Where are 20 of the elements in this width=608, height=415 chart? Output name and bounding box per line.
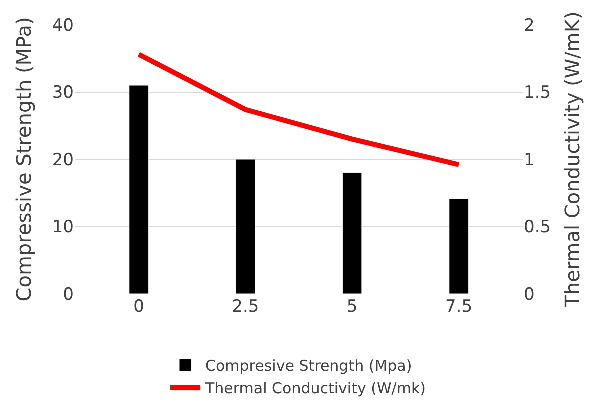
x-tick-label: 5	[346, 297, 358, 317]
bar	[236, 159, 256, 294]
x-tick-label: 7.5	[445, 297, 473, 317]
bar	[449, 198, 469, 294]
bar	[342, 172, 362, 294]
legend-label: Compresive Strength (Mpa)	[206, 357, 412, 376]
y2-tick-label: 2	[524, 16, 535, 36]
x-tick-label: 0	[134, 297, 144, 317]
y2-tick-label: 0.5	[524, 218, 552, 238]
legend-label: Thermal Conductivity (W/mk)	[204, 380, 426, 398]
y2-axis-title: Thermal Conductivity (W/mK)	[560, 12, 585, 308]
x-tick-label: 2.5	[232, 297, 260, 317]
y-tick-label: 10	[52, 218, 74, 238]
bar	[129, 85, 149, 294]
y-tick-label: 30	[52, 83, 74, 104]
y2-tick-label: 1	[524, 150, 535, 170]
y-axis-title: Compressive Strength (MPa)	[12, 17, 36, 302]
y-tick-label: 20	[52, 150, 74, 170]
y-tick-label: 40	[52, 16, 74, 36]
y2-tick-label: 1.5	[524, 83, 552, 104]
